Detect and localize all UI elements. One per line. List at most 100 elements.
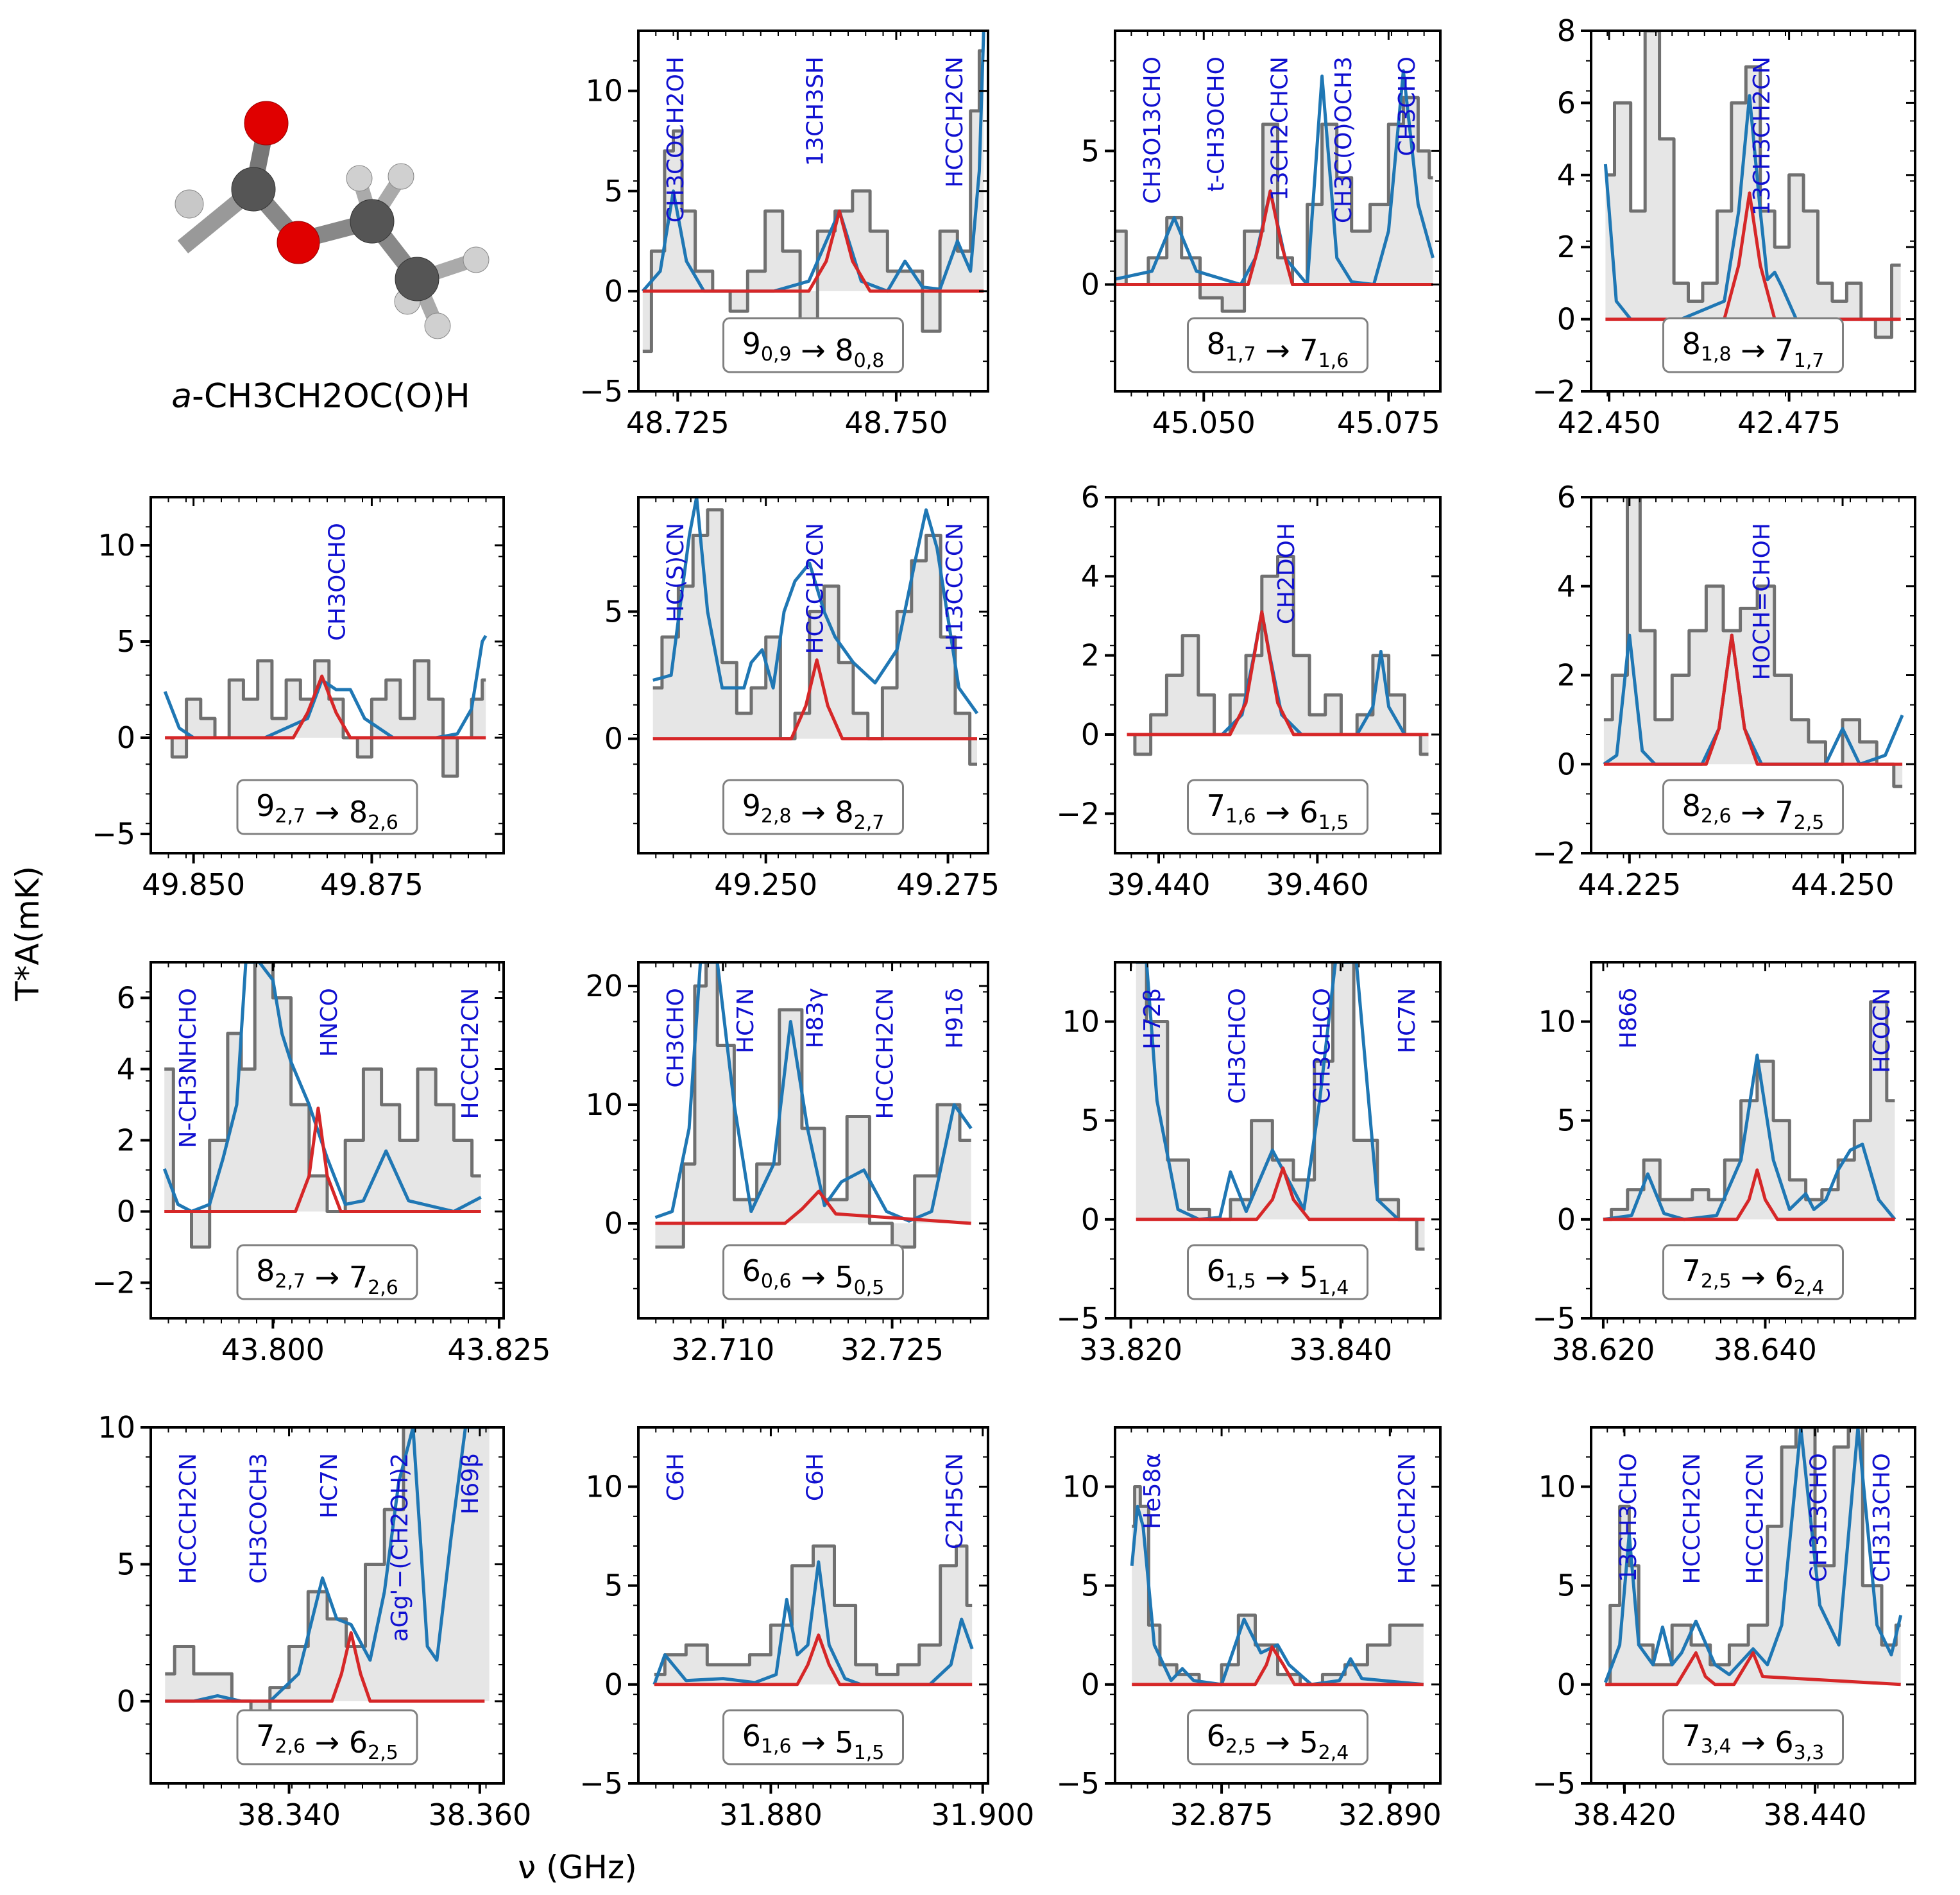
x-tick-label: 32.890 xyxy=(1338,1797,1442,1832)
species-label: HC7N xyxy=(733,988,759,1053)
observed-spectrum-fill xyxy=(1132,1486,1424,1685)
y-tick-label: 2 xyxy=(1557,230,1576,264)
transition-label: 81,7 → 71,6 xyxy=(1207,327,1349,372)
plot-area xyxy=(163,634,488,778)
y-axis-title: T*A(mK) xyxy=(9,866,46,1001)
y-tick-label: 5 xyxy=(1081,1103,1100,1138)
y-tick-label: 2 xyxy=(1557,658,1576,693)
transition-label: 82,6 → 72,5 xyxy=(1682,788,1825,834)
species-model-line xyxy=(1605,1651,1901,1687)
species-label: 13CH3SH xyxy=(803,56,829,166)
hydrogen-atom xyxy=(388,163,414,190)
observed-spectrum xyxy=(652,508,977,766)
species-model-line xyxy=(1132,1645,1424,1687)
transition-label-box xyxy=(722,1244,904,1300)
x-tick-label: 38.420 xyxy=(1573,1797,1676,1832)
observed-spectrum-fill xyxy=(1603,497,1903,786)
x-tick-label: 49.275 xyxy=(896,867,1000,902)
transition-label: 60,6 → 50,5 xyxy=(742,1253,885,1299)
species-label: CH3OCHO xyxy=(325,523,351,641)
oxygen-atom xyxy=(277,221,320,264)
transition-label-box xyxy=(1187,1244,1368,1300)
spectrum-panel: −5 0 5 10 33.820 33.840 H72β CH3CHCO CH3CHCO HC7N… xyxy=(1056,961,1442,1367)
species-model-line xyxy=(165,674,486,740)
hydrogen-atom xyxy=(463,246,490,273)
molecule-3d-model: a-CH3CH2OC(O)H xyxy=(171,101,490,416)
y-tick-label: 4 xyxy=(1081,559,1100,593)
species-label: HNCO xyxy=(316,988,343,1057)
x-tick-label: 38.340 xyxy=(237,1797,341,1832)
x-tick-label: 38.620 xyxy=(1551,1332,1655,1367)
species-model-line xyxy=(654,1633,973,1687)
species-label: CH313CHO xyxy=(1869,1453,1895,1582)
x-tick-label: 38.640 xyxy=(1714,1332,1817,1367)
carbon-atom xyxy=(231,167,276,212)
species-label: CH3COCH2OH xyxy=(663,56,689,223)
y-tick-label: 5 xyxy=(1557,1568,1576,1603)
y-tick-label: 0 xyxy=(1557,1202,1576,1237)
species-label: HC7N xyxy=(316,1453,343,1518)
species-label: H91δ xyxy=(942,988,968,1049)
observed-spectrum-fill xyxy=(165,1427,490,1715)
spectrum-panel: −5 0 5 10 49.850 49.875 CH3OCHO 92,7 → 82,6 xyxy=(92,496,505,902)
x-tick-label: 44.250 xyxy=(1791,867,1895,902)
observed-spectrum xyxy=(1603,1000,1895,1221)
full-model-line xyxy=(1603,1053,1896,1221)
y-tick-label: 0 xyxy=(604,722,623,756)
observed-spectrum-fill xyxy=(1136,962,1425,1250)
y-tick-label: 4 xyxy=(117,1052,135,1087)
plot-area xyxy=(1130,1485,1424,1687)
x-tick-label: 42.475 xyxy=(1737,405,1841,440)
plot-area xyxy=(1603,1427,1903,1687)
y-tick-label: −5 xyxy=(1056,1766,1100,1801)
y-tick-label: 20 xyxy=(585,969,623,1003)
y-tick-label: 10 xyxy=(1538,1005,1576,1039)
y-tick-label: 10 xyxy=(585,1470,623,1504)
transition-label: 61,6 → 51,5 xyxy=(742,1719,885,1764)
observed-spectrum-fill xyxy=(642,51,984,352)
x-tick-label: 43.825 xyxy=(447,1332,550,1367)
species-label: CH3CHCO xyxy=(1224,988,1250,1104)
full-model-line xyxy=(652,497,979,715)
observed-spectrum xyxy=(165,1427,490,1717)
transition-label: 92,8 → 82,7 xyxy=(742,788,885,834)
transition-label: 92,7 → 82,6 xyxy=(256,788,398,834)
y-tick-label: 0 xyxy=(1081,717,1100,752)
y-tick-label: 8 xyxy=(1557,13,1576,48)
plot-area xyxy=(1603,497,1904,788)
species-label: C6H xyxy=(803,1453,829,1501)
y-tick-label: 5 xyxy=(604,594,623,629)
y-tick-label: 0 xyxy=(1557,302,1576,337)
transition-label: 81,8 → 71,7 xyxy=(1682,327,1825,372)
full-model-line xyxy=(652,1560,974,1687)
species-label: CH2DOH xyxy=(1274,523,1300,624)
spectrum-panel: −2 0 2 4 6 8 42.450 42.475 13CH3CH2CN 81,8 → 71,7 xyxy=(1532,13,1916,440)
species-label: aGg'−(CH2OH)2 xyxy=(387,1453,413,1642)
y-tick-label: 5 xyxy=(604,174,623,208)
species-model-line xyxy=(1115,189,1433,286)
y-tick-label: 0 xyxy=(1081,1202,1100,1237)
y-tick-label: 10 xyxy=(98,528,135,563)
transition-label-box xyxy=(1187,1709,1368,1765)
transition-label-box xyxy=(1662,1244,1844,1300)
y-tick-label: 10 xyxy=(1062,1005,1100,1039)
species-label: t-CH3OCHO xyxy=(1203,56,1229,192)
transition-label: 61,5 → 51,4 xyxy=(1207,1253,1349,1299)
y-tick-label: −2 xyxy=(1532,836,1576,871)
y-tick-label: −2 xyxy=(1056,796,1100,831)
transition-label-box xyxy=(722,317,904,373)
full-model-line xyxy=(1130,1504,1424,1687)
y-tick-label: 0 xyxy=(604,1667,623,1702)
plot-area xyxy=(1603,1000,1896,1221)
transition-label: 71,6 → 61,5 xyxy=(1207,788,1349,834)
plot-area xyxy=(162,962,482,1249)
x-tick-label: 38.440 xyxy=(1764,1797,1867,1832)
species-label: H69β xyxy=(457,1453,484,1515)
transition-label-box xyxy=(1662,779,1844,835)
carbon-atom xyxy=(395,257,439,302)
species-label: N-CH3NHCHO xyxy=(175,988,201,1148)
hydrogen-atom xyxy=(424,312,451,339)
transition-label-box xyxy=(1187,317,1368,373)
species-label: HOCH=CHOH xyxy=(1749,523,1775,680)
species-label: C2H5CN xyxy=(942,1453,968,1549)
